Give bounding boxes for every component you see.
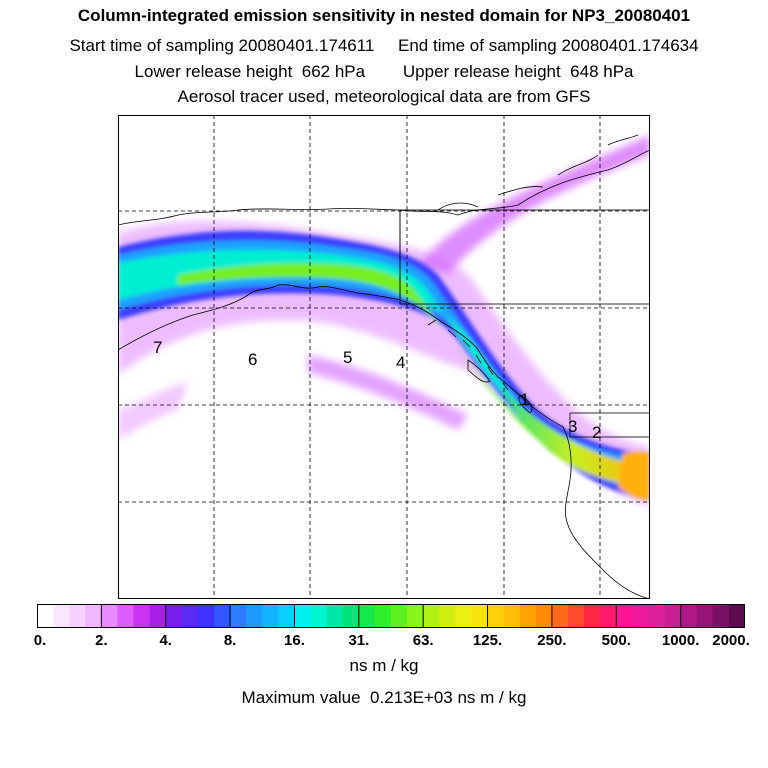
color-bar-swatch xyxy=(117,604,135,628)
color-bar-swatch xyxy=(391,604,408,628)
color-bar-swatch xyxy=(181,604,199,628)
color-bar-frame xyxy=(37,604,745,628)
release-point-4: 4 xyxy=(396,353,405,372)
color-bar xyxy=(37,604,745,628)
color-bar-swatch xyxy=(696,604,714,628)
color-bar-swatch xyxy=(487,604,505,628)
color-bar-label: 2. xyxy=(95,632,108,649)
color-bar-swatch xyxy=(600,604,617,628)
release-point-1: 1 xyxy=(520,390,529,409)
color-bar-swatch xyxy=(101,604,118,628)
color-bar-swatch xyxy=(455,604,472,628)
color-bar-swatch xyxy=(728,604,745,628)
color-bar-swatch xyxy=(519,604,537,628)
color-bar-label: 500. xyxy=(601,632,631,649)
color-bar-label: 0. xyxy=(33,632,47,649)
color-bar-swatch xyxy=(407,604,424,628)
nested-domain-boxes xyxy=(399,209,650,438)
color-bar-swatch xyxy=(471,604,489,628)
color-bar-swatch xyxy=(149,604,167,628)
color-bar-swatch xyxy=(535,604,553,628)
color-bar-swatch xyxy=(326,604,344,628)
map-background xyxy=(118,115,650,599)
color-bar-swatch xyxy=(85,604,102,628)
tracer-info-line: Aerosol tracer used, meteorological data… xyxy=(177,87,591,106)
color-bar-label: 4. xyxy=(159,632,172,649)
color-bar-swatch xyxy=(230,604,247,628)
release-point-labels: 7 6 5 4 1 3 2 xyxy=(153,338,601,442)
release-point-2: 2 xyxy=(592,423,601,442)
color-bar-label: 16. xyxy=(284,632,305,649)
color-bar-label: 1000. xyxy=(661,632,700,649)
color-bar-swatch xyxy=(358,604,376,628)
sampling-time-line: Start time of sampling 20080401.174611 E… xyxy=(69,36,699,55)
color-bar-label: 125. xyxy=(472,632,503,649)
color-bar-swatch xyxy=(680,604,698,628)
plot-title: Column-integrated emission sensitivity i… xyxy=(77,6,691,25)
color-bar-swatch xyxy=(712,604,730,628)
color-bar-swatch xyxy=(551,604,569,628)
color-bar-swatch xyxy=(69,604,86,628)
maximum-value-text: Maximum value 0.213E+03 ns m / kg xyxy=(241,688,527,707)
color-bar-swatch xyxy=(294,604,312,628)
color-bar-swatch xyxy=(310,604,328,628)
color-bar-swatch xyxy=(278,604,295,628)
color-bar-label: 31. xyxy=(348,632,370,649)
color-bar-units: ns m / kg xyxy=(349,656,419,675)
map-frame xyxy=(118,115,650,599)
color-bar-swatch xyxy=(648,604,666,628)
color-bar-swatch xyxy=(165,604,183,628)
release-point-5: 5 xyxy=(343,348,352,367)
color-bar-swatch xyxy=(632,604,649,628)
coastlines xyxy=(118,134,650,599)
color-bar-swatch xyxy=(133,604,151,628)
color-bar-swatch xyxy=(503,604,521,628)
color-bar-label: 8. xyxy=(223,632,237,649)
color-bar-swatch xyxy=(374,604,392,628)
color-bar-swatch xyxy=(342,604,360,628)
release-point-3: 3 xyxy=(568,417,577,436)
color-bar-swatch xyxy=(664,604,682,628)
color-bar-swatch xyxy=(197,604,215,628)
color-bar-swatch xyxy=(423,604,440,628)
color-bar-swatch xyxy=(262,604,279,628)
release-height-line: Lower release height 662 hPa Upper relea… xyxy=(134,62,634,81)
emission-sensitivity-map: 7 6 5 4 1 3 2 xyxy=(118,115,650,599)
color-bar-label: 250. xyxy=(537,632,567,649)
sensitivity-plume xyxy=(118,135,650,507)
color-bar-swatch xyxy=(214,604,231,628)
color-bar-swatch xyxy=(568,604,585,628)
color-bar-swatch xyxy=(53,604,70,628)
color-bar-label: 63. xyxy=(412,632,434,649)
color-bar-swatch xyxy=(439,604,456,628)
release-point-6: 6 xyxy=(248,350,257,369)
lat-lon-grid xyxy=(118,115,650,599)
color-bar-label: 2000. xyxy=(712,632,750,649)
color-bar-swatch xyxy=(37,604,54,628)
color-bar-swatch xyxy=(584,604,601,628)
release-point-7: 7 xyxy=(153,338,162,357)
color-bar-swatch xyxy=(616,604,633,628)
color-bar-swatch xyxy=(246,604,263,628)
